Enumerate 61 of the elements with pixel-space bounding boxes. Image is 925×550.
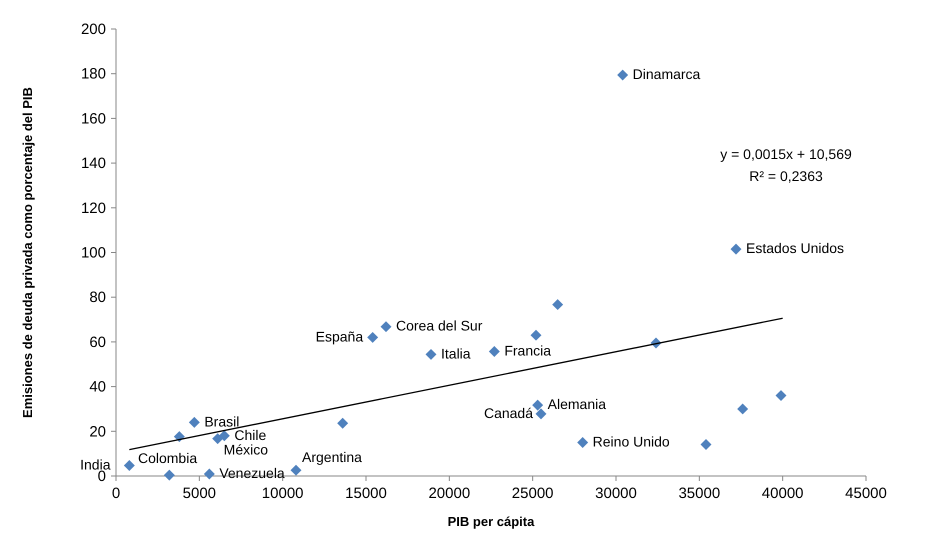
point	[367, 332, 378, 343]
y-tick-label: 100	[80, 244, 106, 262]
annotation: Alemania	[548, 396, 606, 412]
annotation: Canadá	[484, 404, 534, 421]
annotation: Colombia	[138, 450, 198, 466]
point	[218, 430, 230, 442]
point	[536, 408, 546, 420]
x-tick-label: 45000	[845, 485, 887, 502]
x-tick-label: 35000	[678, 485, 720, 502]
y-tick-label: 200	[80, 21, 106, 38]
annotation: México	[224, 442, 268, 458]
x-tick-label: 30000	[595, 485, 637, 502]
y-tick-label: 140	[80, 155, 106, 172]
annotation: Italia	[441, 345, 471, 362]
y-tick-label: 160	[80, 110, 106, 128]
annotation: Dinamarca	[632, 66, 701, 82]
annotation: Reino Unido	[592, 433, 670, 450]
y-tick-label: 60	[89, 334, 106, 351]
point	[577, 437, 588, 448]
annotation: R² = 0,2363	[749, 168, 823, 184]
point	[164, 470, 175, 481]
annotation: Venezuela	[219, 464, 285, 481]
y-tick-label: 120	[80, 200, 106, 217]
annotation: Brasil	[204, 413, 240, 430]
y-tick-label: 20	[89, 423, 106, 440]
x-tick-label: 25000	[512, 485, 554, 502]
point	[380, 321, 392, 332]
x-axis-title: PIB per cápita	[448, 514, 536, 529]
point	[188, 416, 200, 428]
point	[204, 468, 215, 480]
point	[532, 400, 544, 411]
y-tick-label: 40	[89, 378, 106, 396]
annotation: Estados Unidos	[746, 240, 844, 256]
annotation: Argentina	[302, 449, 362, 466]
x-tick-label: 0	[112, 485, 120, 502]
x-tick-label: 15000	[345, 485, 387, 502]
annotation: España	[316, 328, 364, 344]
point	[730, 244, 742, 255]
point	[737, 403, 748, 414]
point	[290, 464, 302, 476]
point	[488, 346, 500, 357]
annotation: y = 0,0015x + 10,569	[720, 146, 852, 162]
point	[700, 439, 712, 450]
annotation: Chile	[234, 426, 266, 443]
annotation: Corea del Sur	[396, 318, 483, 334]
point	[552, 299, 564, 310]
point	[124, 460, 135, 471]
annotation: Francia	[504, 342, 552, 359]
x-tick-label: 5000	[182, 485, 216, 502]
point	[776, 390, 786, 402]
x-tick-label: 10000	[262, 485, 304, 502]
y-axis-title: Emisiones de deuda privada como porcentaje del PIB	[20, 87, 35, 418]
y-tick-label: 180	[80, 66, 106, 83]
y-tick-label: 80	[89, 289, 106, 306]
point	[426, 348, 436, 360]
point	[530, 330, 542, 341]
x-tick-label: 40000	[762, 485, 804, 502]
point	[617, 70, 628, 81]
x-tick-label: 20000	[428, 485, 470, 502]
point	[212, 433, 224, 444]
point	[337, 418, 348, 429]
